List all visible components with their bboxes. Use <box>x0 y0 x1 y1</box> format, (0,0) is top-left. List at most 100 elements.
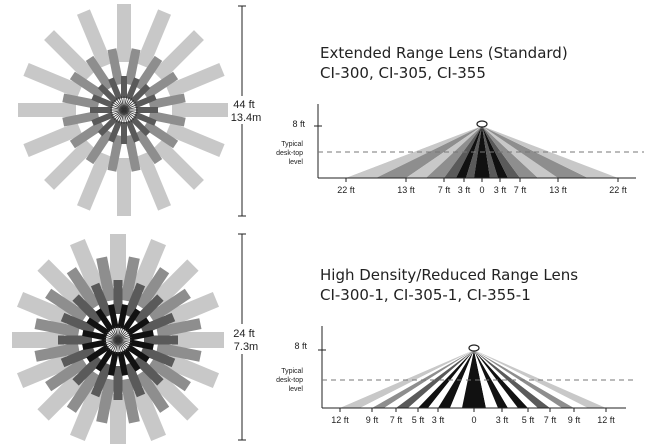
coverage-beam <box>58 335 92 345</box>
coverage-beam <box>70 239 105 294</box>
coverage-beam <box>126 344 150 363</box>
diameter-ft-label: 24 ft <box>233 328 254 340</box>
center-ray <box>120 109 125 124</box>
coverage-beam <box>144 335 178 345</box>
center-ray <box>123 104 138 111</box>
coverage-beam <box>125 119 140 143</box>
center-ray <box>123 106 138 111</box>
side-coverage-wedge <box>384 350 474 408</box>
coverage-beam <box>120 256 140 302</box>
coverage-beam <box>124 48 141 86</box>
coverage-beam <box>140 345 176 368</box>
coverage-beam <box>108 304 119 329</box>
center-ray <box>123 109 136 119</box>
center-ray <box>117 328 127 341</box>
center-ray <box>106 339 119 349</box>
model-list-high-density: CI-300-1, CI-305-1, CI-355-1 <box>320 286 531 304</box>
coverage-beam <box>133 94 157 109</box>
coverage-beam <box>60 345 96 368</box>
center-ray <box>112 339 119 354</box>
distance-tick-label: 9 ft <box>568 415 581 425</box>
side-coverage-edge <box>340 350 474 408</box>
side-coverage-wedge <box>450 350 474 408</box>
center-ray <box>104 339 119 346</box>
coverage-beam <box>124 134 141 172</box>
distance-tick-label: 7 ft <box>544 415 557 425</box>
coverage-beam <box>148 110 186 127</box>
distance-tick-label: 5 ft <box>412 415 425 425</box>
coverage-beam <box>90 282 113 318</box>
center-ray <box>123 98 133 111</box>
coverage-beam <box>23 121 83 157</box>
coverage-beam <box>34 318 80 338</box>
coverage-beam <box>90 107 112 113</box>
side-coverage-wedge <box>372 350 474 408</box>
coverage-beam <box>143 120 179 149</box>
coverage-beam <box>122 348 141 372</box>
coverage-beam <box>131 239 166 294</box>
model-list-extended: CI-300, CI-305, CI-355 <box>320 64 486 82</box>
center-ray <box>114 339 119 354</box>
coverage-beam <box>129 339 154 350</box>
distance-tick-label: 13 ft <box>397 185 415 195</box>
center-ray <box>123 99 135 111</box>
coverage-beam <box>113 366 123 400</box>
center-ray <box>118 109 125 124</box>
coverage-beam <box>143 71 179 100</box>
coverage-beam <box>17 292 72 327</box>
coverage-beam <box>135 151 171 211</box>
coverage-beam <box>82 330 107 341</box>
coverage-beam <box>108 77 123 101</box>
svg-text:level: level <box>289 159 304 166</box>
center-ray <box>123 96 130 111</box>
center-ray <box>117 336 132 341</box>
side-coverage-wedge <box>456 126 482 178</box>
side-coverage-wedge <box>396 350 474 408</box>
center-ray <box>117 339 122 354</box>
center-ray <box>117 331 130 341</box>
coverage-beam <box>150 259 199 308</box>
center-ray <box>123 96 128 111</box>
coverage-beam <box>148 93 186 110</box>
center-ray <box>123 109 130 124</box>
center-ray <box>104 336 119 341</box>
coverage-beam <box>66 370 101 413</box>
coverage-beam <box>45 357 88 392</box>
coverage-beam <box>23 63 83 99</box>
distance-tick-label: 3 ft <box>494 185 507 195</box>
coverage-beam <box>85 55 114 91</box>
side-coverage-wedge <box>474 350 606 408</box>
side-coverage-wedge <box>482 126 618 178</box>
distance-tick-label: 0 <box>479 185 484 195</box>
coverage-beam <box>70 386 105 441</box>
coverage-beam <box>77 9 113 69</box>
coverage-beam <box>153 139 204 190</box>
center-ray <box>123 109 138 116</box>
coverage-beam <box>86 317 110 336</box>
distance-tick-label: 3 ft <box>432 415 445 425</box>
distance-tick-label: 13 ft <box>549 185 567 195</box>
lens-title-extended: Extended Range Lens (Standard) <box>320 44 568 62</box>
coverage-beam <box>165 63 225 99</box>
coverage-beam <box>82 339 107 350</box>
center-ray <box>117 339 129 351</box>
coverage-beam <box>133 111 157 126</box>
distance-tick-label: 3 ft <box>458 185 471 195</box>
coverage-beam <box>121 122 127 144</box>
diameter-m-label: 7.3m <box>234 341 258 353</box>
svg-text:level: level <box>289 386 304 393</box>
coverage-beam <box>37 372 86 421</box>
desk-level-label: Typical <box>281 141 303 148</box>
coverage-beam <box>72 355 103 386</box>
center-ray <box>110 104 125 111</box>
center-ray <box>123 109 128 124</box>
coverage-beam <box>153 30 204 82</box>
coverage-beam <box>72 294 103 325</box>
coverage-beam <box>110 394 126 444</box>
coverage-beam <box>62 110 100 127</box>
coverage-beam <box>86 344 110 363</box>
center-ray <box>117 339 132 346</box>
coverage-beam <box>172 103 230 117</box>
center-ray <box>118 96 125 111</box>
side-coverage-wedge <box>462 350 474 408</box>
